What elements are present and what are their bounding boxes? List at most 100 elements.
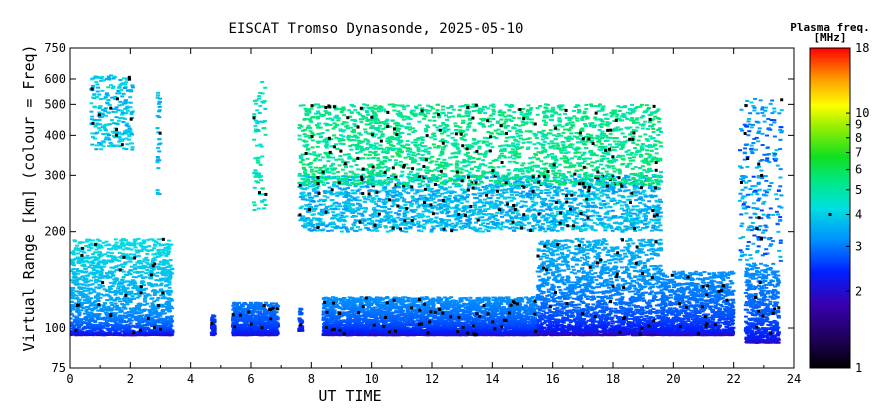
trace-point — [84, 259, 89, 262]
trace-point — [212, 315, 217, 318]
trace-point — [135, 251, 140, 254]
trace-point — [526, 317, 531, 320]
trace-marker — [249, 322, 253, 326]
trace-point — [132, 281, 137, 284]
trace-point — [385, 296, 390, 299]
trace-point — [488, 320, 493, 323]
trace-marker — [159, 327, 163, 331]
trace-point — [150, 304, 155, 307]
trace-point — [330, 296, 335, 299]
trace-point — [484, 305, 489, 308]
trace-point — [534, 307, 539, 310]
trace-point — [90, 323, 95, 326]
trace-point — [90, 302, 95, 305]
trace-point — [82, 251, 87, 254]
trace-point — [299, 321, 304, 324]
trace-point — [437, 325, 442, 328]
trace-point — [482, 316, 487, 319]
trace-point — [114, 308, 119, 311]
trace-point — [96, 299, 101, 302]
trace-point — [410, 309, 415, 312]
trace-point — [124, 255, 129, 258]
trace-point — [517, 310, 522, 313]
trace-point — [272, 327, 277, 330]
trace-point — [469, 327, 474, 330]
trace-point — [168, 323, 173, 326]
trace-point — [74, 276, 79, 279]
trace-point — [363, 317, 368, 320]
trace-point — [102, 275, 107, 278]
trace-point — [156, 333, 161, 336]
trace-point — [232, 327, 237, 330]
trace-point — [241, 309, 246, 312]
trace-point — [436, 302, 441, 305]
trace-point — [77, 247, 82, 250]
trace-point — [442, 325, 447, 328]
trace-point — [167, 310, 172, 313]
trace-point — [231, 321, 236, 324]
trace-point — [119, 243, 124, 246]
trace-point — [498, 321, 503, 324]
trace-point — [95, 251, 100, 254]
trace-point — [247, 326, 252, 329]
trace-point — [71, 250, 76, 253]
trace-point — [431, 310, 436, 313]
trace-point — [105, 314, 110, 317]
trace-point — [166, 302, 171, 305]
trace-point — [135, 296, 140, 299]
trace-point — [343, 305, 348, 308]
trace-point — [82, 287, 87, 290]
trace-point — [258, 307, 263, 310]
trace-point — [128, 299, 133, 302]
trace-point — [97, 324, 102, 327]
trace-point — [259, 315, 264, 318]
trace-point — [76, 309, 81, 312]
trace-marker — [139, 285, 143, 289]
trace-point — [119, 282, 124, 285]
trace-point — [234, 320, 239, 323]
trace-point — [70, 270, 74, 273]
trace-point — [147, 294, 152, 297]
trace-point — [157, 324, 162, 327]
trace-point — [168, 259, 173, 262]
trace-point — [97, 253, 102, 256]
trace-marker — [157, 303, 161, 307]
trace-point — [108, 330, 113, 333]
trace-point — [152, 274, 157, 277]
trace-point — [104, 307, 109, 310]
trace-point — [74, 290, 79, 293]
trace-point — [387, 308, 392, 311]
trace-point — [91, 308, 96, 311]
trace-point — [246, 318, 251, 321]
trace-point — [101, 325, 106, 328]
trace-point — [139, 288, 144, 291]
trace-point — [81, 257, 86, 260]
trace-point — [416, 305, 421, 308]
trace-point — [96, 270, 101, 273]
trace-point — [81, 275, 86, 278]
trace-point — [123, 331, 128, 334]
trace-point — [533, 317, 538, 320]
trace-point — [411, 304, 416, 307]
trace-point — [153, 324, 158, 327]
trace-point — [70, 323, 75, 326]
trace-point — [138, 324, 143, 327]
trace-point — [144, 256, 149, 259]
trace-point — [78, 302, 83, 305]
trace-point — [100, 330, 105, 333]
trace-point — [480, 312, 485, 315]
trace-point — [257, 331, 262, 334]
trace-point — [99, 273, 104, 276]
trace-point — [82, 312, 87, 315]
trace-point — [132, 280, 137, 283]
trace-point — [162, 319, 167, 322]
trace-point — [164, 308, 169, 311]
trace-point — [113, 312, 118, 315]
trace-point — [86, 246, 91, 249]
trace-point — [85, 280, 90, 283]
trace-point — [240, 331, 245, 334]
trace-point — [136, 316, 141, 319]
trace-point — [267, 331, 272, 334]
trace-point — [91, 288, 96, 291]
trace-point — [254, 320, 259, 323]
